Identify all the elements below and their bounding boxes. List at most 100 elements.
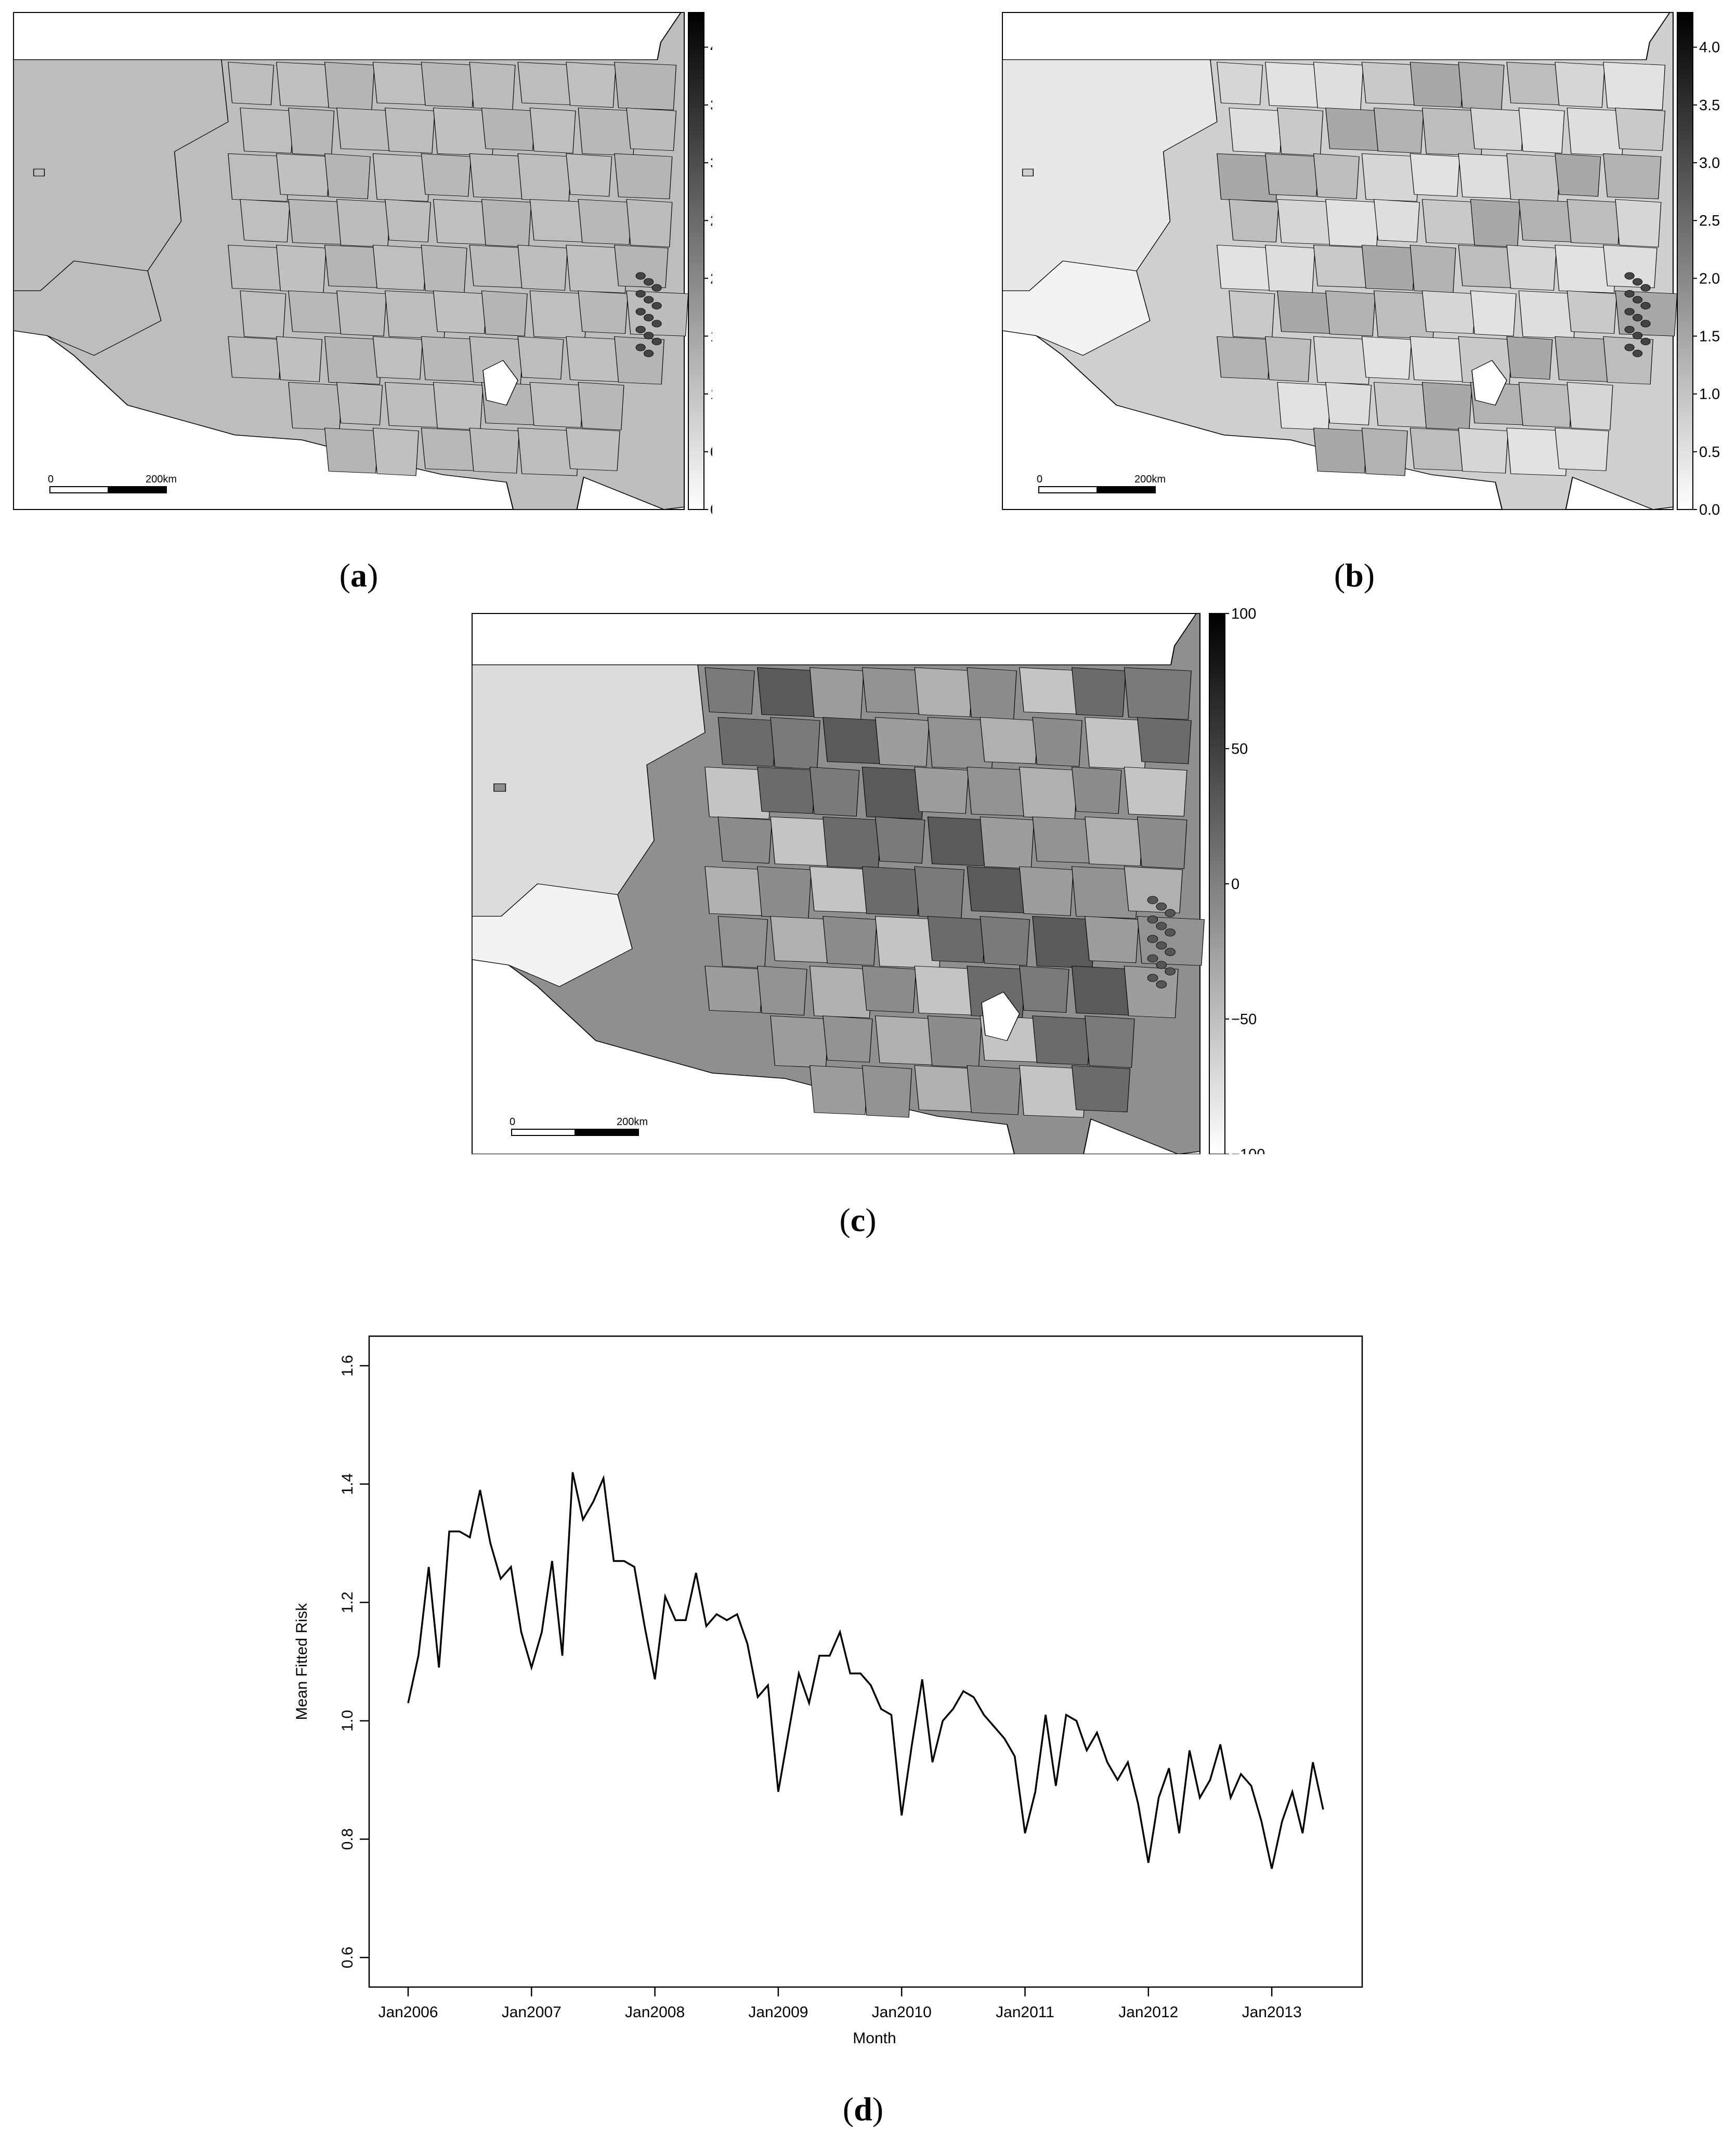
map-panel-c: 0 200km 100 50 0 −50 −100 (c) [458, 603, 1279, 1253]
map-a-region [517, 244, 568, 291]
plot-frame [368, 1335, 1363, 1988]
map-b-region [1470, 108, 1525, 151]
map-a-region [324, 336, 383, 385]
map-a-colorbar-tick: 3.5 [710, 97, 712, 114]
map-a-region [578, 382, 624, 430]
map-c-region [1019, 866, 1074, 916]
map-c-region [704, 667, 755, 714]
map-b-regions [1001, 12, 1678, 510]
map-a-region [276, 244, 327, 293]
map-b-colorbar-tick: 1.5 [1699, 329, 1720, 345]
map-b-region [1506, 244, 1557, 291]
x-tick-label: Jan2012 [1118, 2004, 1178, 2021]
map-c-region [914, 667, 973, 717]
map-a-coastal-cluster [635, 272, 662, 357]
map-b-region [1265, 153, 1320, 197]
map-a-region [421, 153, 472, 197]
map-c-region [874, 816, 925, 864]
map-b-region [1361, 336, 1412, 380]
map-c-region [862, 1065, 912, 1118]
map-c-region [927, 1015, 982, 1068]
map-a-region [517, 427, 580, 476]
y-tick-label: 0.8 [339, 1828, 356, 1850]
map-a-region [529, 108, 576, 154]
x-tick-label: Jan2006 [378, 2004, 438, 2021]
map-a-region [566, 244, 629, 293]
map-c-region [1071, 1065, 1131, 1113]
x-tick-label: Jan2010 [872, 2004, 932, 2021]
map-a-region [614, 153, 673, 199]
map-a-region [481, 108, 536, 151]
map-c-region [980, 717, 1039, 764]
map-b-region [1421, 290, 1477, 334]
map-b-region [1325, 290, 1376, 336]
line-chart: 0.6 0.8 1.0 1.2 1.4 1.6 Jan2006 Jan2007 Jan2008… [293, 1335, 1363, 2047]
map-a-region [240, 290, 286, 339]
map-a-colorbar-tick: 2.5 [710, 213, 712, 229]
map-b-region [1603, 62, 1666, 110]
map-a-region [421, 244, 467, 293]
map-a-region [517, 336, 564, 380]
map-a-colorbar-tick: 2.0 [710, 270, 712, 287]
map-a-region [433, 382, 484, 430]
map-c-region [809, 965, 873, 1018]
map-c-region [1137, 816, 1187, 869]
map-b-region [1229, 199, 1280, 243]
map-a-region [372, 336, 423, 380]
map-c-region [914, 766, 969, 814]
map-c-region [1071, 866, 1140, 919]
map-c-colorbar: 100 50 0 −50 −100 [1209, 606, 1265, 1154]
map-a-region [433, 290, 488, 334]
y-tick-label: 1.0 [339, 1710, 356, 1732]
map-c-region [1085, 816, 1144, 867]
map-a-colorbar-tick: 0.0 [710, 502, 712, 518]
map-c-region [717, 816, 773, 864]
map-c-state [472, 613, 1205, 1154]
map-b-region [1313, 427, 1368, 474]
map-c-region [809, 766, 860, 817]
map-c-region [1124, 667, 1192, 720]
map-c-region [1032, 1015, 1091, 1065]
map-b-region [1506, 153, 1561, 202]
map-c-colorbar-ramp [1209, 613, 1225, 1154]
map-a-region [385, 108, 435, 154]
map-a-region [469, 427, 520, 474]
caption-a: (a) [339, 557, 378, 594]
map-c-region [757, 866, 812, 919]
map-b-region [1361, 427, 1408, 476]
map-a-island [33, 168, 45, 177]
map-c-region [1071, 766, 1122, 814]
y-tick-label: 0.6 [339, 1947, 356, 1968]
map-b-region [1409, 153, 1460, 197]
map-c-region [704, 766, 773, 819]
map-b-scale-zero: 0 [1037, 474, 1042, 485]
map-c-colorbar-tick: 100 [1231, 606, 1256, 622]
map-b-region [1217, 336, 1271, 380]
series-line [407, 1472, 1324, 1869]
map-a-scalebar: 0 200km [48, 474, 177, 493]
map-c-region [874, 717, 930, 767]
caption-d: (d) [842, 2091, 884, 2127]
map-c-region [704, 965, 764, 1013]
map-b-region [1615, 108, 1666, 151]
y-tick-label: 1.4 [339, 1473, 356, 1495]
map-b-region [1409, 62, 1465, 108]
map-c-region [823, 816, 882, 869]
map-b-region [1374, 108, 1424, 154]
map-c-region [927, 916, 987, 963]
map-b-colorbar-ramp [1677, 12, 1693, 510]
map-b-region [1361, 244, 1416, 291]
map-a-region [566, 153, 612, 197]
map-a-region [385, 199, 432, 243]
map-b-region [1603, 244, 1657, 289]
map-a-region [228, 62, 275, 106]
map-b-region [1217, 153, 1280, 202]
y-tick-label: 1.6 [339, 1355, 356, 1377]
map-b-region [1567, 290, 1617, 334]
map-c-region [980, 816, 1035, 869]
map-c-region [1085, 916, 1140, 963]
map-a-state [12, 12, 689, 510]
map-b-region [1615, 199, 1662, 247]
map-c-region [1124, 766, 1187, 817]
x-tick-label: Jan2009 [748, 2004, 808, 2021]
